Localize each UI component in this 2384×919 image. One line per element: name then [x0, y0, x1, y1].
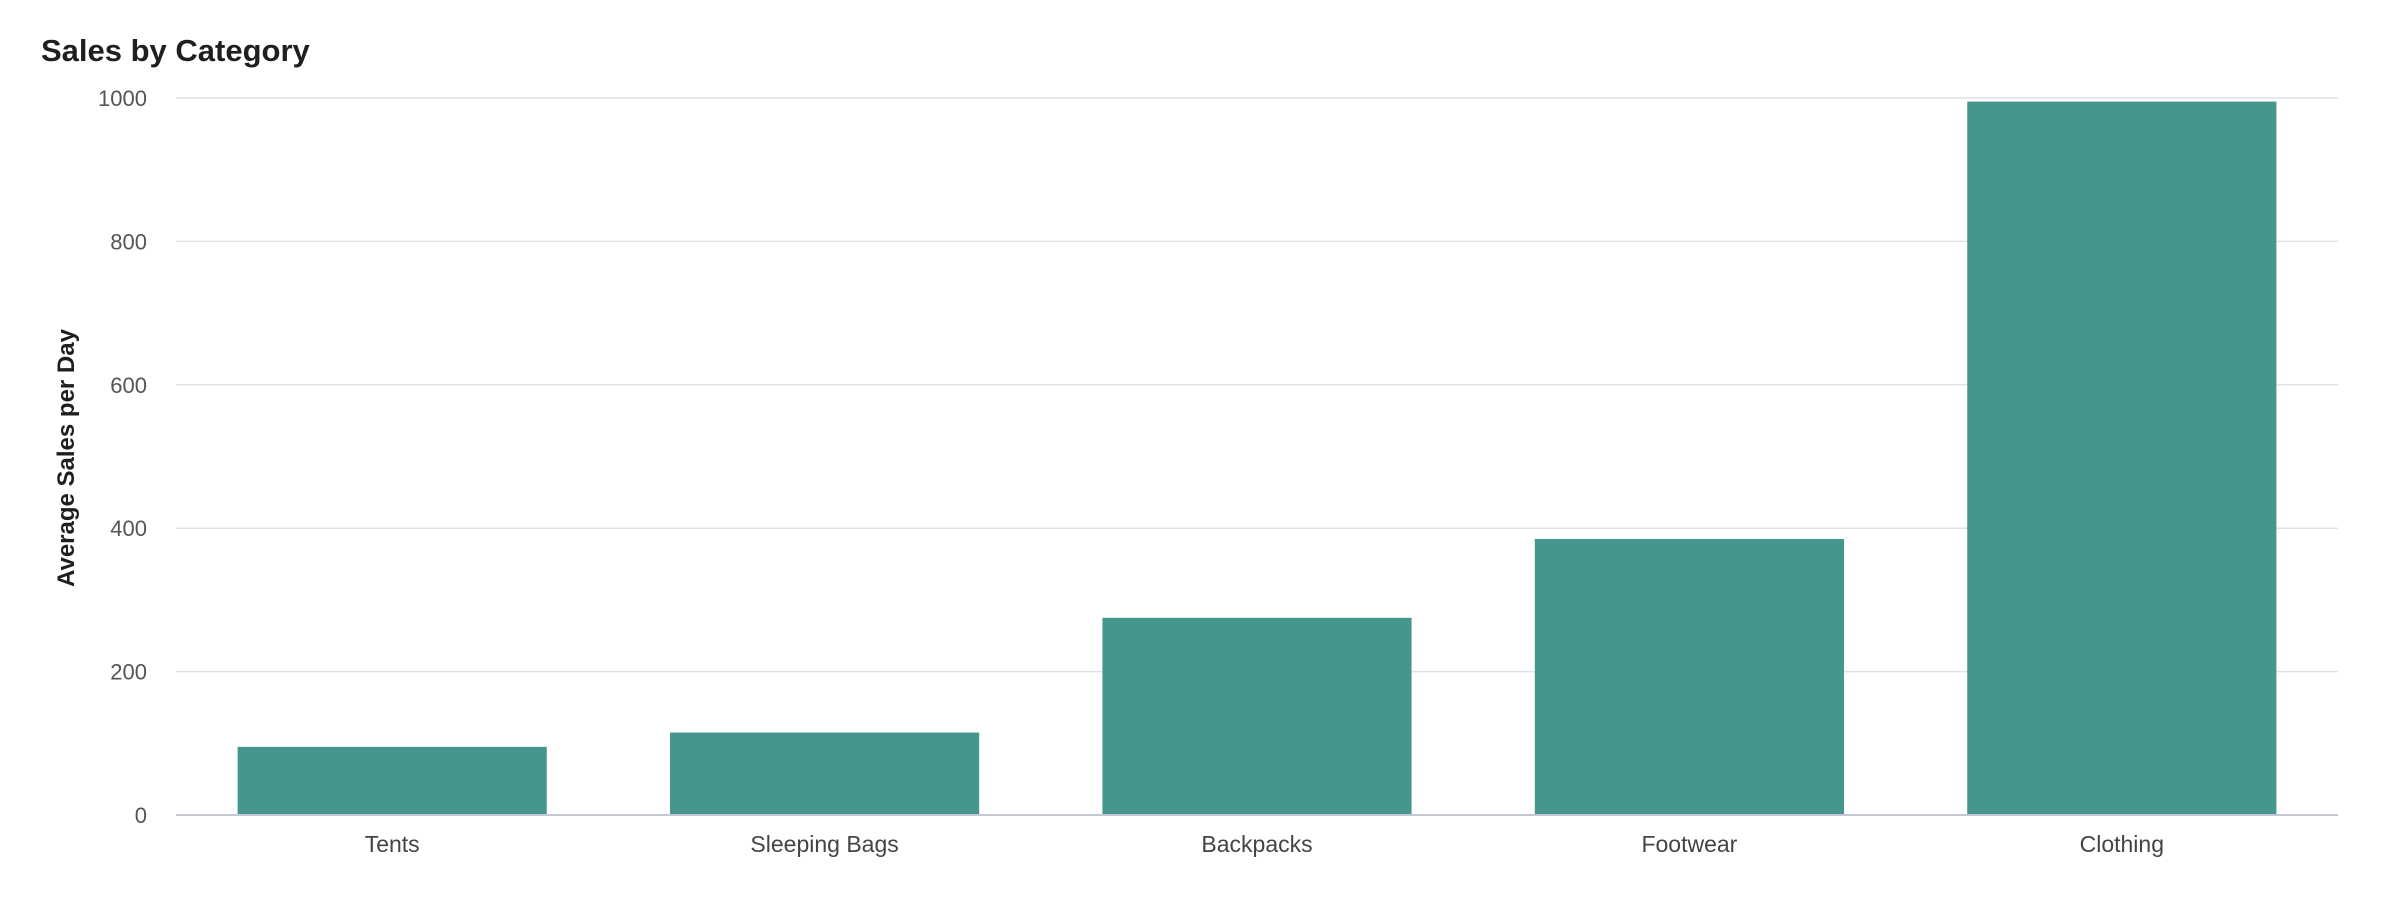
bar-clothing[interactable]	[1967, 101, 2277, 815]
bar-footwear[interactable]	[1534, 538, 1844, 815]
chart-title: Sales by Category	[41, 33, 311, 68]
y-tick-label: 0	[135, 803, 147, 828]
bars	[176, 101, 2338, 816]
y-tick-label: 200	[110, 660, 147, 685]
x-category-label: Sleeping Bags	[750, 831, 898, 857]
x-category-label: Clothing	[2080, 831, 2164, 857]
x-axis-categories: Tents Sleeping Bags Backpacks Footwear Cloth…	[365, 831, 2164, 857]
y-axis-ticks: 0 200 400 600 800 1000	[98, 86, 147, 828]
y-tick-label: 600	[110, 373, 147, 398]
bar-tents[interactable]	[237, 746, 547, 815]
bar-sleeping-bags[interactable]	[670, 732, 980, 815]
bar-backpacks[interactable]	[1102, 617, 1412, 815]
x-category-label: Footwear	[1641, 831, 1737, 857]
x-category-label: Backpacks	[1201, 831, 1312, 857]
y-tick-label: 400	[110, 516, 147, 541]
x-category-label: Tents	[365, 831, 420, 857]
y-axis-label: Average Sales per Day	[53, 328, 80, 587]
y-tick-label: 800	[110, 229, 147, 254]
y-tick-label: 1000	[98, 86, 147, 111]
